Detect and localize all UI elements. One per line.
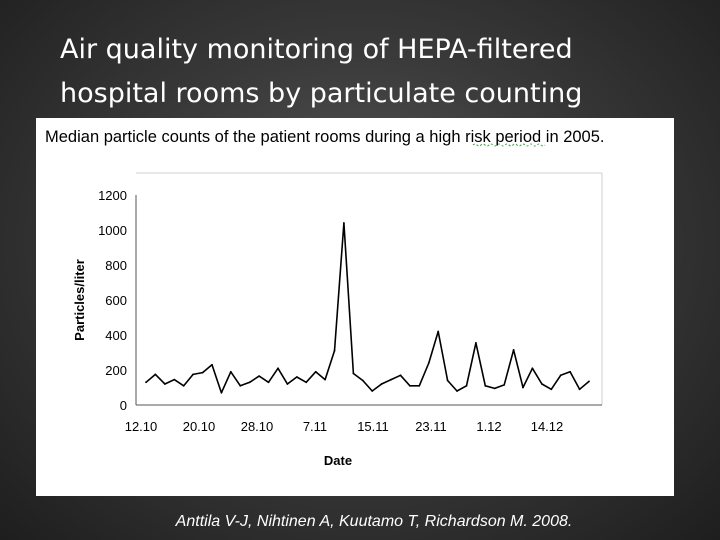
data-point <box>409 384 411 387</box>
data-point <box>512 349 515 351</box>
data-point <box>588 380 590 383</box>
y-tick-label: 1200 <box>98 188 127 203</box>
data-point <box>380 383 383 385</box>
chart-panel: Median particle counts of the patient ro… <box>36 118 674 496</box>
y-tick-label: 1000 <box>98 223 127 238</box>
slide-title: Air quality monitoring of HEPA-filtered … <box>60 28 700 116</box>
data-point <box>145 381 147 384</box>
data-point <box>475 342 477 344</box>
y-tick-label: 600 <box>105 293 127 308</box>
data-point <box>550 388 553 391</box>
data-point <box>427 362 430 364</box>
data-point <box>333 349 336 352</box>
data-point <box>154 373 157 376</box>
x-tick-label: 20.10 <box>183 419 216 434</box>
data-point <box>305 381 308 384</box>
x-axis-label: Date <box>324 453 352 468</box>
series-layer <box>145 222 590 394</box>
y-tick-label: 400 <box>105 328 127 343</box>
slide-title-line-2: hospital rooms by particulate counting <box>60 78 583 109</box>
data-point <box>164 383 166 385</box>
series-line <box>145 222 590 394</box>
data-point <box>418 384 421 387</box>
data-point <box>267 381 270 384</box>
x-tick-label: 7.11 <box>303 419 327 434</box>
data-point <box>390 378 392 381</box>
y-tick-label: 800 <box>105 258 127 273</box>
data-point <box>277 367 279 370</box>
data-point <box>569 370 571 373</box>
data-point <box>437 330 440 333</box>
chart-title: Median particle counts of the patient ro… <box>45 128 605 146</box>
citation: Anttila V-J, Nihtinen A, Kuutamo T, Rich… <box>175 513 573 530</box>
data-point <box>531 367 534 370</box>
data-point <box>456 390 458 392</box>
y-tick-label: 200 <box>105 363 127 378</box>
data-point <box>541 383 543 385</box>
line-chart: Median particle counts of the patient ro… <box>45 128 605 468</box>
data-point <box>399 374 402 377</box>
x-tick-labels: 12.10 20.10 28.10 7.11 15.11 23.11 1.12 14.12 <box>125 419 564 434</box>
data-point <box>324 378 326 381</box>
data-point <box>493 387 496 390</box>
data-point <box>503 384 506 386</box>
x-tick-label: 23.11 <box>415 419 447 434</box>
data-point <box>229 370 232 373</box>
data-point <box>371 390 374 392</box>
data-point <box>465 384 468 387</box>
data-point <box>182 384 185 387</box>
spellcheck-underline <box>472 143 546 147</box>
y-tick-label: 0 <box>120 398 127 413</box>
x-tick-label: 28.10 <box>241 419 274 434</box>
data-point <box>352 372 355 375</box>
data-point <box>192 373 195 376</box>
data-point <box>173 378 176 381</box>
data-point <box>559 374 562 377</box>
data-point <box>484 384 487 387</box>
x-tick-label: 15.11 <box>357 419 389 434</box>
x-tick-label: 1.12 <box>476 419 501 434</box>
data-point <box>361 379 364 382</box>
data-point <box>295 376 298 378</box>
y-tick-labels: 0 200 400 600 800 1000 1200 <box>98 188 127 413</box>
data-point <box>211 363 213 366</box>
x-tick-label: 14.12 <box>531 419 564 434</box>
data-point <box>286 383 289 385</box>
data-point <box>522 386 524 389</box>
data-point <box>578 388 581 391</box>
slide-title-line-1: Air quality monitoring of HEPA-filtered <box>60 34 573 65</box>
y-axis-label: Particles/liter <box>72 259 87 341</box>
data-point <box>220 391 223 394</box>
data-point <box>446 379 449 382</box>
data-point <box>258 375 260 377</box>
data-point <box>248 381 251 384</box>
data-point <box>314 370 317 373</box>
x-tick-label: 12.10 <box>125 419 158 434</box>
data-point <box>239 384 242 387</box>
data-point <box>201 371 204 374</box>
data-point <box>343 222 345 224</box>
